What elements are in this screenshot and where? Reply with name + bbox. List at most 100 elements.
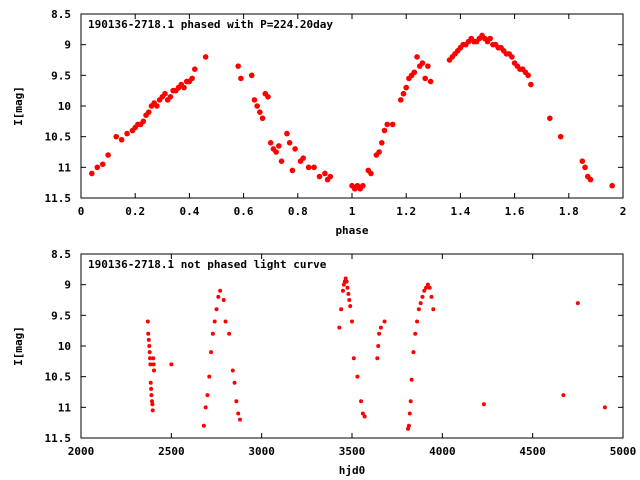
data-point: [345, 285, 350, 290]
data-point: [201, 423, 206, 428]
data-point: [140, 118, 147, 125]
data-point: [147, 344, 152, 348]
data-point: [273, 149, 279, 155]
data-point: [218, 288, 223, 293]
data-point: [418, 301, 423, 306]
data-point: [381, 127, 388, 134]
data-point: [327, 173, 334, 180]
data-point: [278, 158, 285, 164]
data-point: [89, 170, 95, 177]
data-point: [346, 291, 351, 296]
x-tick-label: 2: [620, 205, 627, 218]
data-point: [339, 307, 344, 312]
data-point: [561, 393, 566, 398]
data-point: [411, 69, 418, 76]
data-point: [162, 90, 168, 97]
data-point: [384, 121, 391, 128]
data-point: [202, 54, 209, 60]
data-point: [525, 72, 531, 79]
data-point: [300, 155, 307, 161]
data-point: [362, 414, 367, 419]
data-point: [248, 72, 255, 79]
data-point: [411, 350, 416, 355]
data-point: [149, 386, 154, 391]
data-point: [145, 319, 150, 324]
x-axis-label: phase: [335, 224, 368, 237]
y-tick-label: 9.5: [51, 69, 71, 82]
x-tick-label: 0.2: [125, 205, 145, 218]
data-point: [232, 380, 237, 385]
y-tick-label: 11.5: [45, 192, 72, 205]
data-point: [203, 405, 208, 410]
y-tick-label: 10: [58, 340, 71, 353]
data-point: [397, 97, 404, 103]
data-point: [99, 161, 106, 168]
data-point: [151, 362, 156, 367]
y-tick-label: 11: [58, 161, 72, 174]
data-point: [414, 54, 420, 60]
y-tick-label: 11: [58, 401, 72, 414]
data-point: [230, 368, 235, 373]
data-point: [292, 146, 298, 152]
x-tick-label: 3500: [339, 445, 366, 458]
y-tick-label: 11.5: [45, 432, 72, 445]
data-point: [150, 408, 155, 413]
y-tick-label: 9: [64, 39, 71, 52]
x-tick-label: 1.4: [450, 205, 470, 218]
data-point: [431, 307, 436, 312]
data-point: [316, 173, 323, 180]
data-point: [181, 84, 187, 91]
y-axis-label: I[mag]: [12, 326, 25, 366]
data-point: [350, 319, 354, 324]
unphased-light-curve-plot: 2000 2500 3000 3500 4000 4500 5000 8.5 9 9.5 10 10.…: [12, 248, 636, 477]
data-point: [214, 307, 219, 312]
data-point: [359, 399, 364, 404]
data-point: [276, 143, 282, 149]
data-point: [192, 66, 198, 72]
data-point: [355, 374, 360, 379]
x-tick-label: 0.8: [288, 205, 308, 218]
data-point: [254, 103, 260, 109]
data-point: [416, 307, 421, 312]
data-point: [377, 331, 382, 336]
data-point: [146, 331, 151, 336]
data-point: [118, 136, 125, 143]
data-point: [289, 167, 296, 174]
data-point: [150, 402, 155, 407]
data-point: [347, 298, 352, 302]
data-point: [94, 164, 101, 171]
data-point: [151, 368, 156, 373]
data-point: [481, 402, 486, 407]
data-point: [375, 356, 380, 361]
data-point: [403, 84, 410, 91]
data-point: [368, 170, 374, 177]
data-point: [216, 294, 221, 299]
data-point: [487, 35, 494, 42]
data-point: [221, 298, 226, 302]
data-point: [408, 399, 413, 404]
data-point: [251, 97, 258, 103]
data-point: [237, 417, 242, 422]
data-point: [360, 182, 366, 189]
data-point: [210, 331, 215, 336]
data-point: [207, 374, 212, 379]
data-point: [284, 130, 290, 137]
data-point: [602, 405, 607, 410]
data-point: [257, 109, 263, 115]
x-tick-label: 4500: [519, 445, 546, 458]
data-point: [148, 356, 153, 361]
data-point: [424, 285, 429, 290]
data-point: [341, 282, 346, 287]
x-tick-label: 0.6: [234, 205, 254, 218]
data-point: [422, 75, 428, 82]
data-point: [351, 356, 356, 361]
data-point: [149, 393, 154, 398]
data-point: [227, 331, 232, 336]
data-point: [422, 288, 427, 293]
data-point: [105, 152, 111, 158]
data-point: [113, 133, 120, 140]
x-tick-label: 3000: [248, 445, 275, 458]
data-point: [340, 288, 345, 293]
x-tick-label: 2500: [158, 445, 185, 458]
data-point: [400, 90, 407, 97]
